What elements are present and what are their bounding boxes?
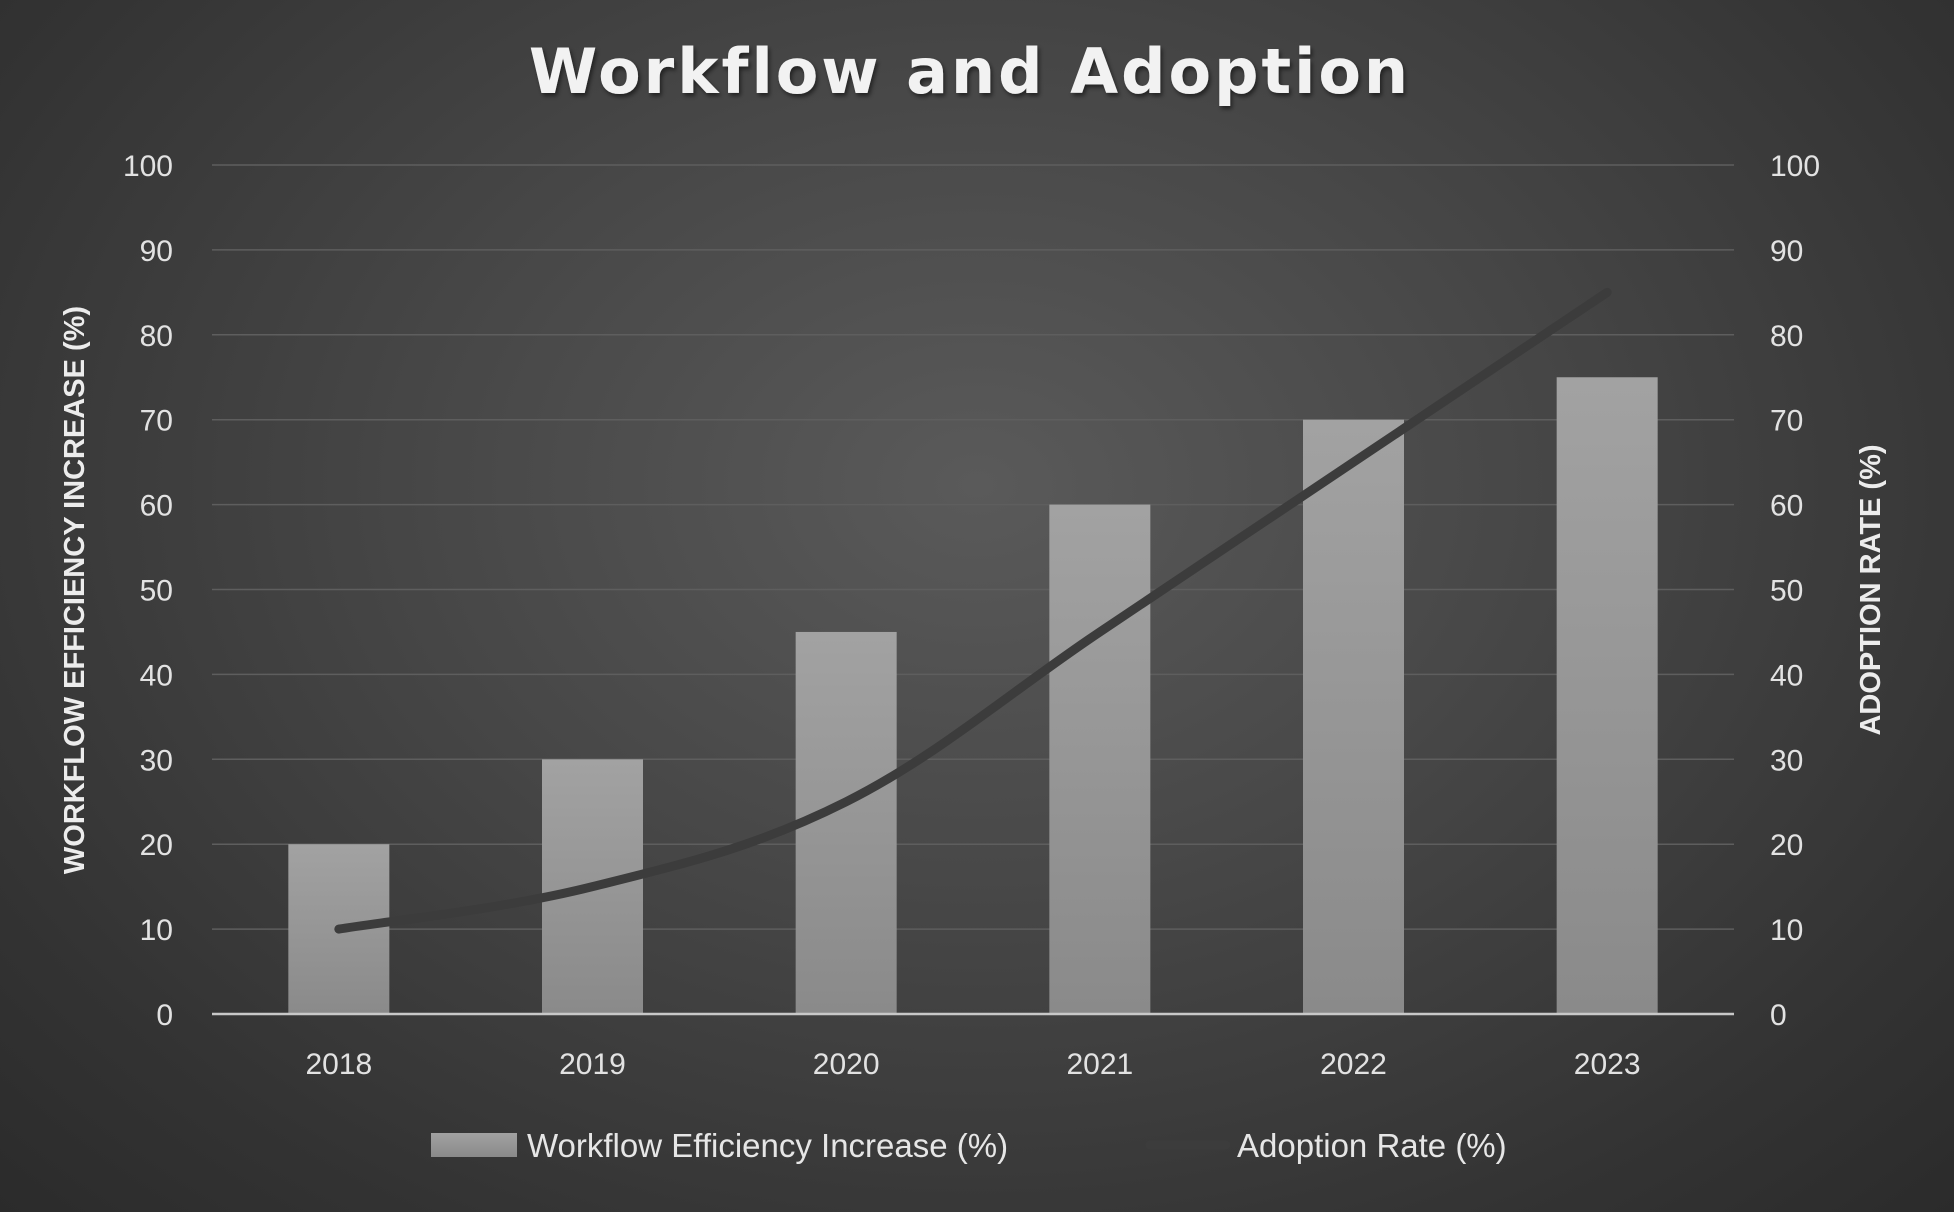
x-axis-ticks: 2018 2019 2020 2021 2022 2023 [305,1048,1640,1081]
y-tick-label-right: 90 [1770,235,1803,268]
bar-2023 [1556,377,1658,1014]
bar-series [288,377,1658,1014]
y-tick-label-left: 10 [140,914,173,947]
y-tick-label-right: 0 [1770,999,1787,1032]
x-tick-label: 2021 [1066,1048,1133,1081]
y-tick-label-right: 70 [1770,405,1803,438]
legend-label-adoption-rate: Adoption Rate (%) [1237,1127,1507,1164]
y-tick-label-left: 30 [140,744,173,777]
bar-2022 [1303,419,1404,1014]
y-tick-label-left: 100 [123,150,173,183]
y-tick-label-left: 50 [140,575,173,608]
y-axis-right-title: ADOPTION RATE (%) [1855,444,1887,735]
y-tick-label-left: 60 [140,490,173,523]
x-tick-label: 2019 [559,1048,626,1081]
legend-swatch-workflow-efficiency [431,1133,517,1157]
y-tick-label-left: 90 [140,235,173,268]
y-tick-label-right: 40 [1770,659,1803,692]
y-tick-label-left: 0 [156,999,173,1032]
adoption-rate-line [334,287,1612,934]
y-tick-label-right: 10 [1770,914,1803,947]
line-series [334,287,1612,934]
y-tick-label-left: 20 [140,829,173,862]
legend: Workflow Efficiency Increase (%) Adoptio… [431,1127,1507,1164]
y-tick-label-right: 80 [1770,320,1803,353]
y-tick-label-right: 100 [1770,150,1820,183]
y-tick-label-right: 30 [1770,744,1803,777]
legend-label-workflow-efficiency: Workflow Efficiency Increase (%) [527,1127,1008,1164]
bar-2021 [1049,504,1151,1014]
y-tick-label-left: 80 [140,320,173,353]
y-tick-label-right: 60 [1770,490,1803,523]
y-tick-label-left: 40 [140,659,173,692]
y-axis-left-ticks: 0 10 20 30 40 50 60 70 80 90 100 [123,150,173,1032]
x-tick-label: 2018 [305,1048,372,1081]
x-tick-label: 2022 [1320,1048,1387,1081]
y-tick-label-right: 20 [1770,829,1803,862]
y-tick-label-left: 70 [140,405,173,438]
y-axis-right-ticks: 0 10 20 30 40 50 60 70 80 90 100 [1770,150,1820,1032]
bar-2020 [795,631,897,1014]
chart-title: Workflow and Adoption [529,35,1411,108]
y-tick-label-right: 50 [1770,575,1803,608]
x-tick-label: 2020 [813,1048,880,1081]
y-axis-left-title: WORKFLOW EFFICIENCY INCREASE (%) [59,306,91,874]
x-tick-label: 2023 [1574,1048,1641,1081]
gridlines [212,164,1734,930]
